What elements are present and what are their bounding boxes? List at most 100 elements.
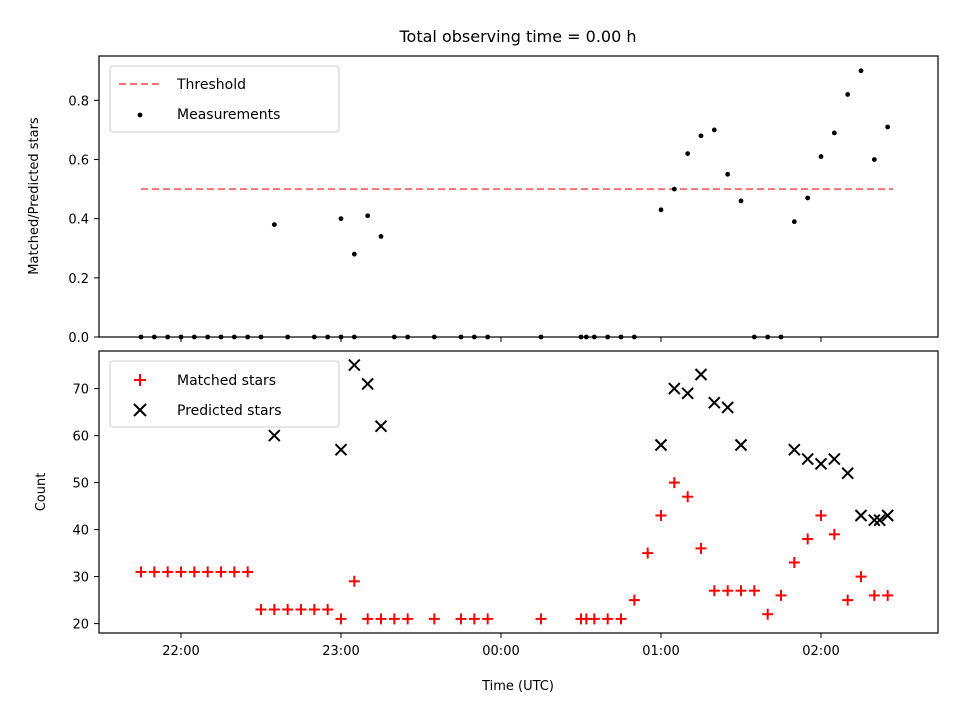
predicted-star-point-b (801, 452, 814, 466)
matched-star-point (855, 571, 867, 583)
predicted-star-point (694, 368, 708, 381)
measurement-point (258, 334, 264, 340)
matched-star-point (642, 547, 654, 559)
predicted-star-point-b (854, 509, 868, 522)
matched-star-point (175, 566, 187, 578)
measurement-point (485, 334, 491, 340)
predicted-star-point-b (814, 457, 828, 471)
measurement-point (405, 334, 411, 340)
top-y-tick-label: 0.0 (68, 331, 89, 346)
measurement-point (791, 219, 797, 225)
measurement-point (378, 234, 384, 239)
matched-star-point (335, 613, 347, 625)
top-y-axis-label: Matched/Predicted stars (27, 117, 42, 275)
x-tick-label: 00:00 (482, 644, 519, 659)
predicted-star-point-b (721, 401, 734, 414)
measurement-point (325, 334, 331, 340)
measurement-point (885, 124, 891, 130)
measurement-point (818, 154, 824, 159)
bottom-y-tick-label: 30 (72, 571, 89, 586)
x-ticks: 22:00 23:00 00:00 01:00 02:00 (162, 337, 840, 659)
legend-matched-swatch (134, 374, 146, 386)
predicted-star-point-b (654, 438, 668, 452)
measurement-point (805, 195, 811, 201)
measurement-point (658, 207, 664, 213)
matched-star-point (842, 594, 854, 606)
matched-star-point (282, 604, 294, 615)
measurement-point (578, 334, 584, 340)
matched-star-point (615, 613, 627, 625)
measurement-point (858, 68, 864, 74)
predicted-star-point (681, 387, 694, 400)
measurement-point (631, 334, 637, 340)
measurement-point (338, 334, 344, 340)
measurement-point (245, 334, 251, 340)
predicted-star-point-b (348, 358, 361, 372)
matched-star-point (588, 613, 600, 625)
bottom-y-ticks: 20 30 40 50 60 70 (72, 383, 99, 633)
measurement-point (583, 334, 589, 340)
predicted-star-point (374, 419, 388, 433)
top-y-tick-label: 0.6 (68, 154, 89, 169)
measurement-point (365, 213, 371, 219)
measurement-point (151, 334, 157, 340)
measurement-point (685, 151, 691, 157)
x-tick-label: 02:00 (802, 644, 839, 659)
top-y-tick-label: 0.2 (68, 272, 89, 287)
predicted-star-point-b (708, 396, 721, 409)
matched-star-point (468, 613, 480, 625)
bottom-legend-box (109, 360, 340, 428)
matched-star-point (482, 613, 494, 625)
matched-star-point (668, 477, 680, 489)
predicted-star-point-b (734, 438, 748, 452)
top-y-tick-label: 0.8 (68, 94, 89, 109)
legend-measurements-label: Measurements (177, 107, 280, 123)
matched-star-point (682, 491, 694, 503)
matched-star-point (242, 566, 254, 578)
legend-matched-label: Matched stars (177, 373, 276, 389)
x-tick-label: 23:00 (322, 644, 359, 659)
matched-star-point (402, 613, 414, 625)
predicted-star-point-b (873, 513, 886, 527)
matched-star-point (348, 575, 360, 587)
predicted-star-point-b (361, 377, 374, 391)
matched-star-point (162, 566, 174, 578)
measurement-point (285, 334, 291, 340)
matched-star-point (762, 608, 774, 620)
bottom-y-tick-label: 60 (72, 430, 89, 445)
predicted-star-point (668, 382, 681, 395)
measurement-point (205, 334, 211, 340)
measurement-point (711, 127, 717, 133)
measurement-point (845, 92, 851, 97)
bottom-y-tick-label: 70 (72, 383, 89, 398)
measurement-point (431, 334, 437, 340)
predicted-star-point (334, 443, 348, 456)
measurement-point (471, 334, 477, 340)
predicted-star-point-b (694, 368, 708, 381)
matched-star-point (655, 510, 667, 521)
x-tick-label: 22:00 (162, 644, 199, 659)
measurement-point (165, 334, 171, 340)
top-y-tick-label: 0.4 (68, 213, 89, 228)
predicted-star-point (788, 443, 801, 456)
measurement-point (871, 157, 877, 162)
measurement-point (765, 334, 771, 340)
matched-star-point (882, 589, 894, 601)
matched-star-point (775, 589, 787, 601)
matched-star-point (388, 613, 400, 625)
measurement-point (218, 334, 224, 340)
top-y-ticks: 0.0 0.2 0.4 0.6 0.8 (68, 94, 99, 346)
matched-star-point (362, 613, 374, 625)
matched-star-point (135, 566, 147, 578)
matched-star-point (188, 566, 200, 578)
bottom-y-tick-label: 50 (72, 477, 89, 492)
matched-star-point (535, 613, 547, 625)
matched-star-point (375, 613, 387, 625)
matched-star-point (215, 566, 227, 578)
predicted-star-point (708, 396, 721, 409)
predicted-star-point (268, 429, 281, 442)
predicted-star-point (814, 457, 828, 471)
matched-star-point (788, 557, 800, 568)
matched-star-point (455, 613, 467, 625)
